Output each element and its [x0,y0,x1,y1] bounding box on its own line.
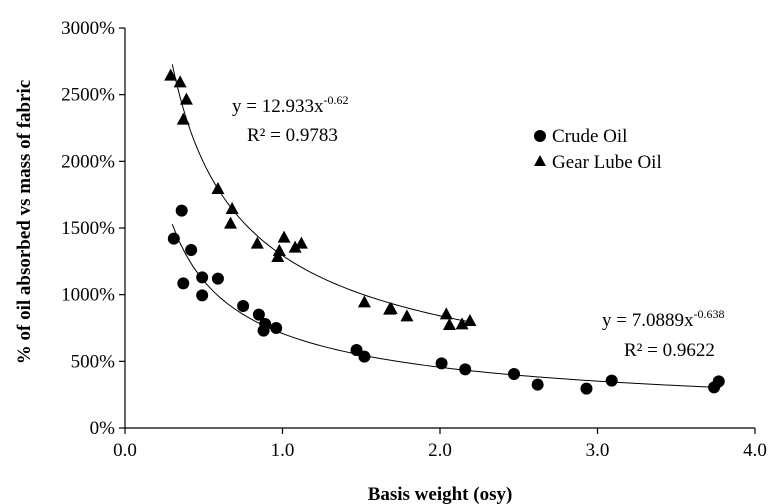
crude-oil-point [605,374,618,387]
y-tick-label: 1000% [61,285,115,306]
gear-lube-oil-point [439,307,453,320]
y-tick-label: 2000% [61,151,115,172]
legend: Crude Oil Gear Lube Oil [534,126,662,173]
crude-oil-point [196,271,209,284]
crude-oil-point [252,308,265,321]
x-tick-label: 4.0 [743,440,767,461]
gear-lube-oil-point [294,236,308,249]
ticks: 0% 500% 1000% 1500% 2000% 2500% 3000% 0.0 1.0 2.0… [61,18,767,461]
crude-oil-point [350,344,363,356]
crude-oil-point [508,368,521,380]
gear-lube-oil-point [176,112,190,125]
gear-lube-oil-point [288,240,302,253]
x-tick-label: 3.0 [586,440,610,461]
x-tick-label: 1.0 [271,440,295,461]
gear-lube-oil-point [224,216,238,229]
crude-oil-point [167,232,180,245]
gear-lube-oil-point [277,230,291,243]
y-tick-label: 1500% [61,218,115,239]
x-axis-label: Basis weight (osy) [368,484,513,504]
gear-lube-oil-point [179,92,193,105]
gear-lube-oil-point [400,309,414,322]
gear-lube-oil-point [463,314,477,326]
legend-circle-marker-icon [534,130,546,142]
crude-oil-point [177,277,190,290]
crude-oil-point [435,357,448,370]
y-tick-label: 3000% [61,18,115,39]
legend-label-gear-lube-oil: Gear Lube Oil [552,152,662,173]
crude-oil-point [358,350,371,363]
gear-lube-equation-base: y = 12.933x [232,96,324,117]
y-tick-label: 500% [71,351,116,372]
crude-oil-point [531,378,544,391]
gear-lube-oil-point [173,75,187,88]
crude-oil-point [211,272,224,285]
x-tick-label: 0.0 [113,440,137,461]
crude-oil-equation-exponent: -0.638 [693,307,724,321]
crude-oil-point [580,382,593,395]
data-points [164,68,725,395]
gear-lube-oil-point [250,236,264,249]
y-axis-label: % of oil absorbed vs mass of fabric [14,80,35,364]
crude-oil-point [196,289,209,302]
crude-oil-point [175,204,188,217]
crude-oil-point [270,322,283,334]
gear-lube-r2: R² = 0.9783 [247,125,338,146]
gear-lube-oil-point [272,244,286,256]
gear-lube-oil-point [442,318,456,330]
gear-lube-oil-point [384,302,398,314]
gear-lube-oil-point [164,68,178,81]
gear-lube-oil-point [455,317,469,330]
y-tick-label: 0% [90,418,116,439]
crude-oil-point [259,318,272,330]
gear-lube-equation-exponent: -0.62 [323,93,348,107]
gear-lube-oil-point [211,182,225,194]
crude-oil-point [185,244,198,256]
legend-triangle-marker-icon [534,155,546,166]
crude-oil-equation: y = 7.0889x-0.638 [602,307,724,331]
gear-lube-oil-point [225,202,239,214]
gear-lube-oil-point [357,295,371,308]
legend-label-crude-oil: Crude Oil [552,126,627,147]
crude-oil-point [712,375,725,388]
y-tick-label: 2500% [61,85,115,106]
gear-lube-oil-trendline [171,64,469,323]
x-tick-label: 2.0 [428,440,452,461]
crude-oil-equation-base: y = 7.0889x [602,310,694,331]
gear-lube-equation: y = 12.933x-0.62 [232,93,348,117]
crude-oil-point [237,300,250,312]
crude-oil-r2: R² = 0.9622 [624,340,715,361]
crude-oil-point [459,363,472,376]
